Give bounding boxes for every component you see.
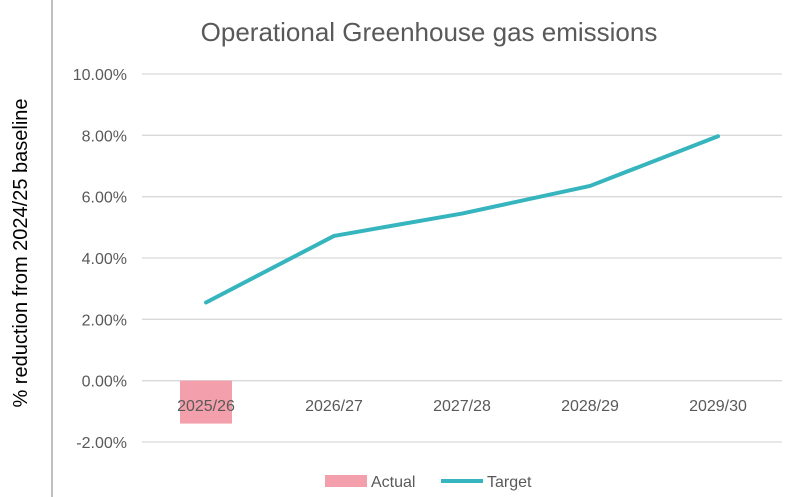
y-tick-label: 8.00% (82, 128, 127, 145)
bar-actual (180, 380, 232, 424)
line-series (204, 134, 720, 305)
chart-title: Operational Greenhouse gas emissions (201, 17, 658, 47)
y-tick-label: 6.00% (82, 190, 127, 207)
y-tick-label: -2.00% (76, 435, 127, 452)
y-axis-label: % reduction from 2024/25 baseline (10, 98, 32, 407)
x-tick-label: 2027/28 (433, 398, 491, 415)
x-tick-label: 2029/30 (689, 398, 747, 415)
x-tick-labels: 2025/26 2026/27 2027/28 2028/29 2029/30 (177, 398, 747, 415)
x-tick-label: 2025/26 (177, 398, 235, 415)
y-tick-label: 10.00% (73, 67, 127, 84)
line-target (204, 134, 720, 305)
legend: Actual Target (325, 474, 532, 491)
legend-swatch-actual (325, 475, 367, 487)
y-tick-label: 2.00% (82, 312, 127, 329)
y-tick-label: 0.00% (82, 374, 127, 391)
legend-label-target: Target (487, 474, 532, 491)
bar-series (180, 380, 232, 424)
x-tick-label: 2028/29 (561, 398, 619, 415)
legend-label-actual: Actual (371, 474, 415, 491)
gridlines (142, 73, 782, 443)
y-tick-label: 4.00% (82, 251, 127, 268)
y-tick-labels: 10.00% 8.00% 6.00% 4.00% 2.00% 0.00% -2.00% (73, 67, 127, 452)
x-tick-label: 2026/27 (305, 398, 363, 415)
